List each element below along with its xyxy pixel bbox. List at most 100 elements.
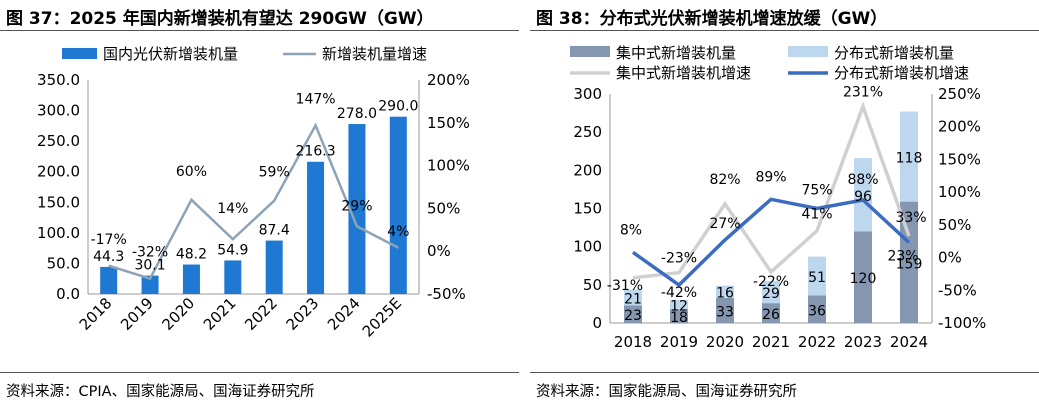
bar-data-label: 216.3 xyxy=(296,144,336,160)
line-data-label: 89% xyxy=(755,169,786,185)
y-left-tick-label: 200 xyxy=(573,161,602,179)
line-data-label: 41% xyxy=(801,207,832,223)
chart-panel-right: 图 38：分布式光伏新增装机增速放缓（GW） 0 50 100 150 200 250 30… xyxy=(530,0,1039,409)
bar-data-label: 118 xyxy=(896,151,923,167)
bar-centralized xyxy=(762,303,780,323)
line-data-label: 231% xyxy=(843,84,883,100)
bar-data-label: 33 xyxy=(716,304,734,320)
bar xyxy=(307,161,325,294)
line-data-label: 8% xyxy=(620,222,642,238)
line-data-label: -17% xyxy=(91,232,127,248)
bar-data-label: 29 xyxy=(762,286,780,302)
x-tick-label: 2019 xyxy=(660,333,698,351)
bar-distributed xyxy=(670,300,688,310)
line-data-label: 88% xyxy=(847,172,878,188)
legend-label: 新增装机量增速 xyxy=(322,45,427,63)
y-left-tick-label: 200.0 xyxy=(37,163,80,181)
bar xyxy=(348,124,366,294)
y-left-tick-label: 0 xyxy=(592,314,602,332)
centralized-growth-line xyxy=(632,101,911,280)
legend-label: 集中式新增装机量 xyxy=(616,44,736,62)
line-data-label: 4% xyxy=(387,224,409,240)
source-note: 资料来源：CPIA、国家能源局、国海证券研究所 xyxy=(6,384,315,400)
y-right-tick-label: 200% xyxy=(938,118,981,136)
legend-label: 分布式新增装机增速 xyxy=(834,64,969,82)
bar-data-label: 278.0 xyxy=(337,106,377,122)
bar-data-label: 96 xyxy=(854,189,872,205)
bar xyxy=(100,266,118,294)
y-left-tick-label: 250.0 xyxy=(37,132,80,150)
y-right-tick-label: 50% xyxy=(938,216,971,234)
x-tick-label: 2018 xyxy=(76,294,116,334)
x-tick-label: 2022 xyxy=(798,333,836,351)
y-left-tick-label: 350.0 xyxy=(37,71,80,89)
bar-distributed xyxy=(900,111,918,202)
bar-distributed xyxy=(854,158,872,232)
legend-label: 国内光伏新增装机量 xyxy=(103,45,238,63)
bar-centralized xyxy=(900,201,918,323)
x-tick-label: 2020 xyxy=(159,294,199,334)
bar-centralized xyxy=(716,297,734,323)
bar-data-label: 23 xyxy=(624,308,642,324)
bar-distributed xyxy=(716,285,734,298)
y-left-tick-label: 100 xyxy=(573,238,602,256)
bar xyxy=(182,264,200,294)
y-right-tick-label: 100% xyxy=(427,157,470,175)
bar-data-label: 87.4 xyxy=(259,223,290,239)
line-data-label: -32% xyxy=(132,245,168,261)
chart-svg: 0.0 50.0 100.0 150.0 200.0 250.0 300.0 350.0 -50… xyxy=(37,45,470,341)
y-right-tick-label: -50% xyxy=(427,285,466,303)
y-right-tick-label: 0% xyxy=(938,249,962,267)
x-tick-label: 2024 xyxy=(890,333,928,351)
title-divider xyxy=(0,30,519,31)
line-data-label: -23% xyxy=(661,251,697,267)
legend-label: 集中式新增装机增速 xyxy=(616,64,751,82)
chart-title: 图 38：分布式光伏新增装机增速放缓（GW） xyxy=(536,9,888,29)
bar-centralized xyxy=(670,309,688,323)
chart-svg: 0 50 100 150 200 250 300 -100% -50% 0% 50% 100% 150%… xyxy=(570,44,986,351)
bar-data-label: 16 xyxy=(716,286,734,302)
x-tick-label: 2018 xyxy=(614,333,652,351)
y-left-tick-label: 150.0 xyxy=(37,193,80,211)
title-divider xyxy=(530,30,1039,31)
x-tick-label: 2023 xyxy=(844,333,882,351)
y-right-tick-label: 250% xyxy=(938,85,981,103)
bar-data-label: 21 xyxy=(624,291,642,307)
legend-swatch-bar xyxy=(62,48,97,59)
line-data-label: 147% xyxy=(296,91,336,107)
bar-data-label: 48.2 xyxy=(176,247,207,263)
legend-label: 分布式新增装机量 xyxy=(834,44,954,62)
x-tick-label: 2023 xyxy=(283,294,323,334)
bar-centralized xyxy=(808,295,826,323)
bar-data-label: 159 xyxy=(896,256,923,272)
chart-panel-left: 图 37：2025 年国内新增装机有望达 290GW（GW） 0.0 50.0 10… xyxy=(0,0,519,409)
y-left-tick-label: 100.0 xyxy=(37,224,80,242)
bar-distributed xyxy=(624,289,642,306)
y-right-tick-label: 200% xyxy=(427,71,470,89)
y-right-tick-label: 150% xyxy=(427,114,470,132)
y-left-tick-label: 150 xyxy=(573,200,602,218)
chart-title: 图 37：2025 年国内新增装机有望达 290GW（GW） xyxy=(6,9,434,29)
x-tick-label: 2022 xyxy=(241,294,281,334)
line-data-label: 75% xyxy=(801,183,832,199)
bar-data-label: 12 xyxy=(670,299,688,315)
bar-data-label: 120 xyxy=(850,271,877,287)
bar-data-label: 36 xyxy=(808,303,826,319)
line-data-label: 14% xyxy=(217,201,248,217)
line-data-label: 29% xyxy=(341,198,372,214)
line-data-label: -22% xyxy=(753,274,789,290)
bar-data-label: 30.1 xyxy=(134,258,165,274)
y-right-tick-label: 50% xyxy=(427,199,460,217)
y-right-tick-label: 150% xyxy=(938,150,981,168)
line-data-label: 82% xyxy=(709,172,740,188)
bar-data-label: 18 xyxy=(670,310,688,326)
line-data-label: 59% xyxy=(259,165,290,181)
x-tick-label: 2020 xyxy=(706,333,744,351)
x-tick-label: 2025E xyxy=(359,294,405,340)
line-data-label: 33% xyxy=(895,210,926,226)
line-data-label: 23% xyxy=(887,249,918,265)
line-data-label: -31% xyxy=(607,278,643,294)
y-right-tick-label: 100% xyxy=(938,183,981,201)
y-right-tick-label: -100% xyxy=(938,314,986,332)
bar-data-label: 51 xyxy=(808,270,826,286)
